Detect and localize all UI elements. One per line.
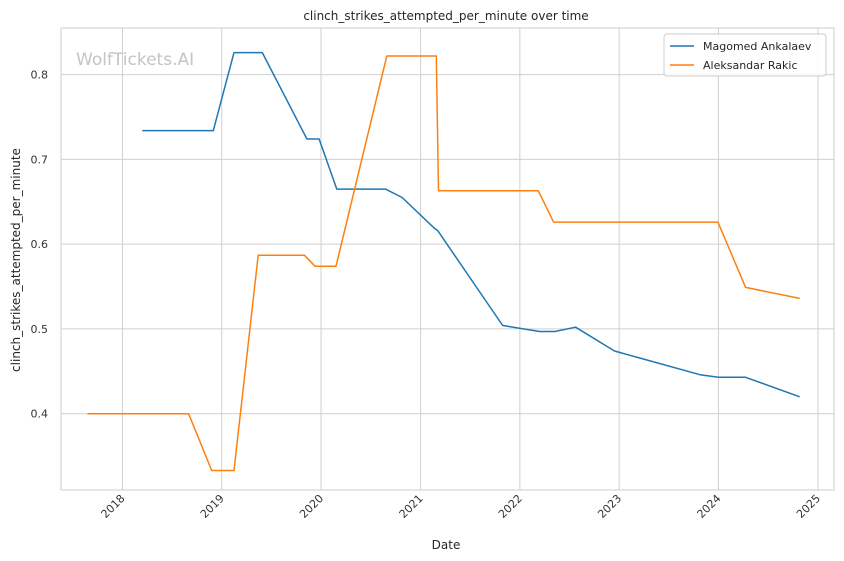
x-axis-label: Date — [432, 538, 461, 552]
grid — [61, 28, 834, 490]
x-tick-label: 2022 — [496, 492, 525, 521]
series-line-1 — [142, 51, 800, 398]
y-axis-label: clinch_strikes_attempted_per_minute — [9, 148, 23, 372]
plot-frame — [60, 27, 835, 491]
y-tick-label: 0.5 — [31, 323, 49, 336]
x-axis-ticks: 2018 2019 2020 2021 2022 2023 2024 2025 — [99, 492, 823, 521]
y-tick-label: 0.8 — [31, 69, 49, 82]
y-tick-label: 0.6 — [31, 238, 49, 251]
legend-label: Aleksandar Rakic — [703, 59, 798, 72]
watermark: WolfTickets.AI — [76, 50, 194, 70]
legend-box — [663, 33, 827, 77]
x-tick-label: 2019 — [198, 492, 227, 521]
y-tick-label: 0.4 — [31, 408, 49, 421]
x-tick-label: 2023 — [595, 492, 624, 521]
x-tick-label: 2020 — [297, 492, 326, 521]
x-tick-label: 2025 — [794, 492, 823, 521]
y-tick-label: 0.7 — [31, 153, 49, 166]
legend: Magomed Ankalaev Aleksandar Rakic — [663, 33, 827, 77]
series-line-2 — [87, 55, 800, 472]
x-tick-label: 2018 — [99, 492, 128, 521]
y-axis-ticks: 0.4 0.5 0.6 0.7 0.8 — [31, 69, 49, 421]
x-tick-label: 2021 — [397, 492, 426, 521]
chart-title: clinch_strikes_attempted_per_minute over… — [303, 9, 588, 23]
legend-label: Magomed Ankalaev — [703, 40, 812, 53]
x-tick-label: 2024 — [695, 492, 724, 521]
series-layer — [87, 51, 800, 472]
